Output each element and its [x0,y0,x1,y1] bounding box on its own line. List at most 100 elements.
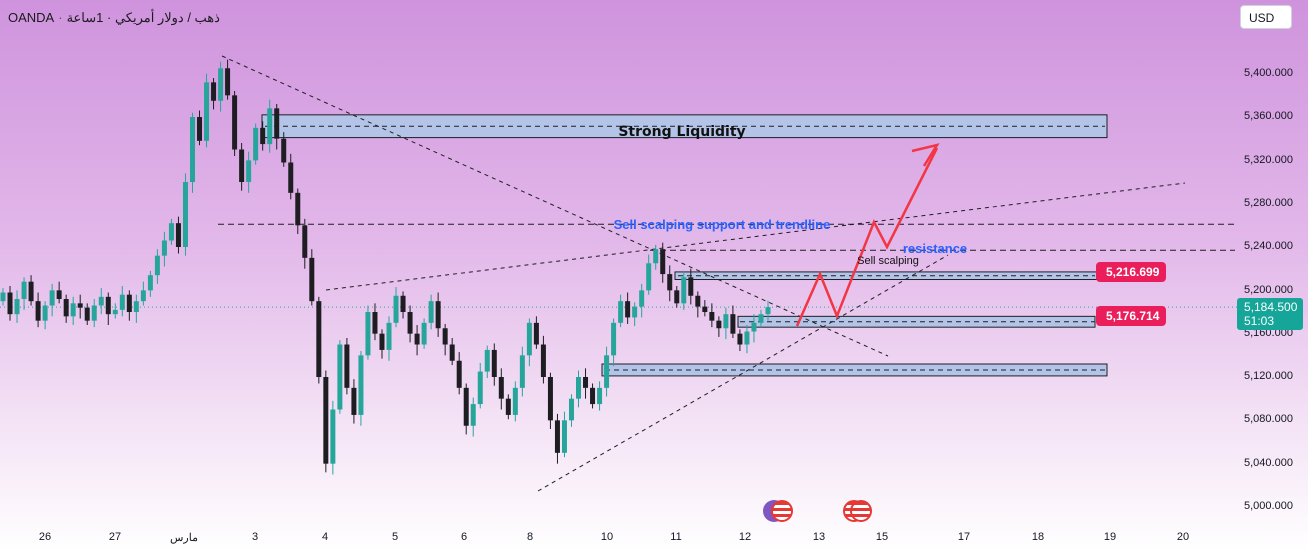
time-tick-label: 12 [738,531,752,543]
candle-body [154,255,160,276]
candle-body [337,344,343,410]
candle-body [421,322,427,345]
candle-body [498,377,504,399]
candle-body [42,305,48,321]
candle-body [28,281,34,302]
candle-body [386,322,392,350]
candle-body [302,225,308,258]
candle-body [239,149,245,183]
time-tick-label: 6 [460,531,468,543]
time-tick-label: مارس [170,532,198,544]
candle-body [393,295,399,323]
time-tick-label: 27 [108,531,122,543]
candle-body [56,290,62,300]
candle-body [540,344,546,378]
candle-body [218,68,224,101]
candle-body [737,333,743,345]
candle-body [597,387,603,405]
candle-body [182,182,188,248]
candle-body [309,257,315,302]
candle-body [519,355,525,388]
candle-body [611,322,617,356]
candle-body [267,108,273,145]
candle-body [126,294,132,313]
candle-body [204,82,210,141]
candle-body [246,160,252,183]
candle-body [288,162,294,193]
candle-body [463,387,469,426]
current-price-tag: 5,184.500 51:03 [1237,298,1303,330]
candle-body [98,296,104,306]
candle-body [0,292,6,302]
candle-body [681,277,687,304]
candle-body [547,377,553,421]
time-tick-label: 15 [875,531,889,543]
price-tick-label: 5,360.000 [1244,110,1293,123]
projection-path [795,147,939,327]
candle-body [449,344,455,361]
candle-body [70,303,76,317]
candle-body [456,360,462,388]
us-flag-icon[interactable] [850,500,872,522]
candle-body [175,223,181,248]
price-tick-label: 5,400.000 [1244,67,1293,79]
price-tick-label: 5,280.000 [1244,196,1293,209]
current-price-value: 5,184.500 [1244,300,1298,314]
candle-body [189,117,195,183]
projection-arrowhead [911,143,940,167]
candle-body [330,409,336,464]
candle-body [260,127,266,145]
price-tick-label: 5,200.000 [1244,283,1293,296]
strong-liquidity-label: Strong Liquidity [618,124,745,140]
candle-body [604,355,610,388]
candle-body [716,320,722,329]
candle-body [590,387,596,405]
candle-body [7,292,13,315]
candle-body [751,322,757,332]
candle-body [660,249,666,275]
channel-upper-line [325,182,1186,291]
candle-body [435,301,441,329]
candle-body [765,307,771,315]
time-tick-label: 5 [391,531,399,543]
candle-body [281,138,287,163]
time-tick-label: 26 [38,531,52,543]
candle-body [344,344,350,388]
candle-body [442,328,448,345]
liquidity-zone [261,114,1108,139]
sell-scalping-support-label: Sell scalping support and trendline [614,217,831,232]
candle-body [119,294,125,310]
price-tick-label: 5,080.000 [1244,413,1293,426]
time-tick-label: 20 [1176,531,1190,543]
currency-button[interactable]: USD [1240,5,1292,29]
time-tick-label: 17 [957,531,971,543]
candle-body [576,377,582,399]
candle-body [414,333,420,345]
candle-body [653,249,659,264]
zone-5125 [601,363,1108,377]
candle-body [667,274,673,291]
candle-body [568,398,574,421]
us-flag-icon[interactable] [771,500,793,522]
candle-body [554,420,560,453]
candle-body [253,127,259,161]
candle-body [533,322,539,345]
price-tick-label: 5,120.000 [1244,370,1293,383]
candle-body [526,322,532,356]
candle-body [112,309,118,315]
candle-body [197,117,203,141]
candle-body [639,290,645,307]
candle-body [625,301,631,318]
candle-body [632,306,638,318]
level-price-tag: 5,176.714 [1096,305,1167,326]
time-tick-label: 11 [670,531,682,543]
candle-body [730,314,736,334]
candle-body [428,301,434,323]
candle-body [211,82,217,101]
candle-body [35,301,41,321]
candle-body [316,301,322,378]
candle-body [105,296,111,315]
candle-body [646,263,652,291]
